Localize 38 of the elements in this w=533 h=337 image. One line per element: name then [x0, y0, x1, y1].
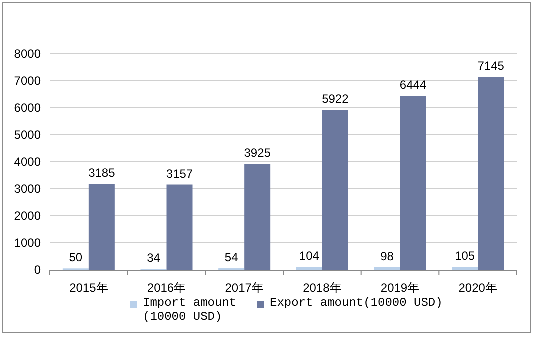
data-label: 50 [69, 250, 83, 265]
data-label: 3157 [166, 166, 194, 181]
data-label: 3185 [88, 166, 116, 180]
y-tick-label: 1000 [14, 236, 42, 250]
y-tick-label: 4000 [14, 155, 42, 169]
data-label: 3925 [244, 146, 272, 160]
data-label: 34 [147, 251, 161, 266]
bar [296, 267, 322, 270]
y-tick-label: 6000 [14, 101, 42, 115]
x-tick-label: 2015年 [70, 281, 108, 295]
x-tick-label: 2016年 [147, 281, 186, 295]
bar [400, 96, 426, 270]
bar [322, 110, 348, 270]
y-tick-label: 7000 [14, 74, 42, 88]
bar [374, 267, 400, 270]
x-tick-label: 2019年 [380, 281, 420, 295]
bar [88, 184, 115, 270]
data-label: 98 [380, 249, 394, 264]
x-tick-label: 2020年 [458, 281, 498, 295]
bar [244, 164, 271, 270]
data-label: 7145 [478, 59, 505, 74]
legend-label: Import amount (10000 USD) [143, 296, 238, 324]
y-tick-label: 8000 [14, 47, 42, 61]
data-label: 5922 [322, 92, 350, 106]
data-label: 54 [224, 250, 239, 265]
x-tick-label: 2018年 [303, 281, 342, 295]
legend-label: Export amount(10000 USD) [270, 296, 443, 310]
data-label: 6444 [400, 78, 427, 92]
bar [452, 267, 478, 270]
x-tick-label: 2017年 [225, 281, 264, 295]
bar [166, 184, 193, 270]
y-tick-label: 2000 [14, 209, 42, 223]
data-label: 105 [455, 249, 476, 264]
bar [478, 77, 504, 270]
y-tick-label: 3000 [14, 182, 42, 196]
data-label: 104 [299, 249, 320, 264]
y-tick-label: 0 [34, 263, 42, 277]
y-tick-label: 5000 [14, 128, 42, 142]
